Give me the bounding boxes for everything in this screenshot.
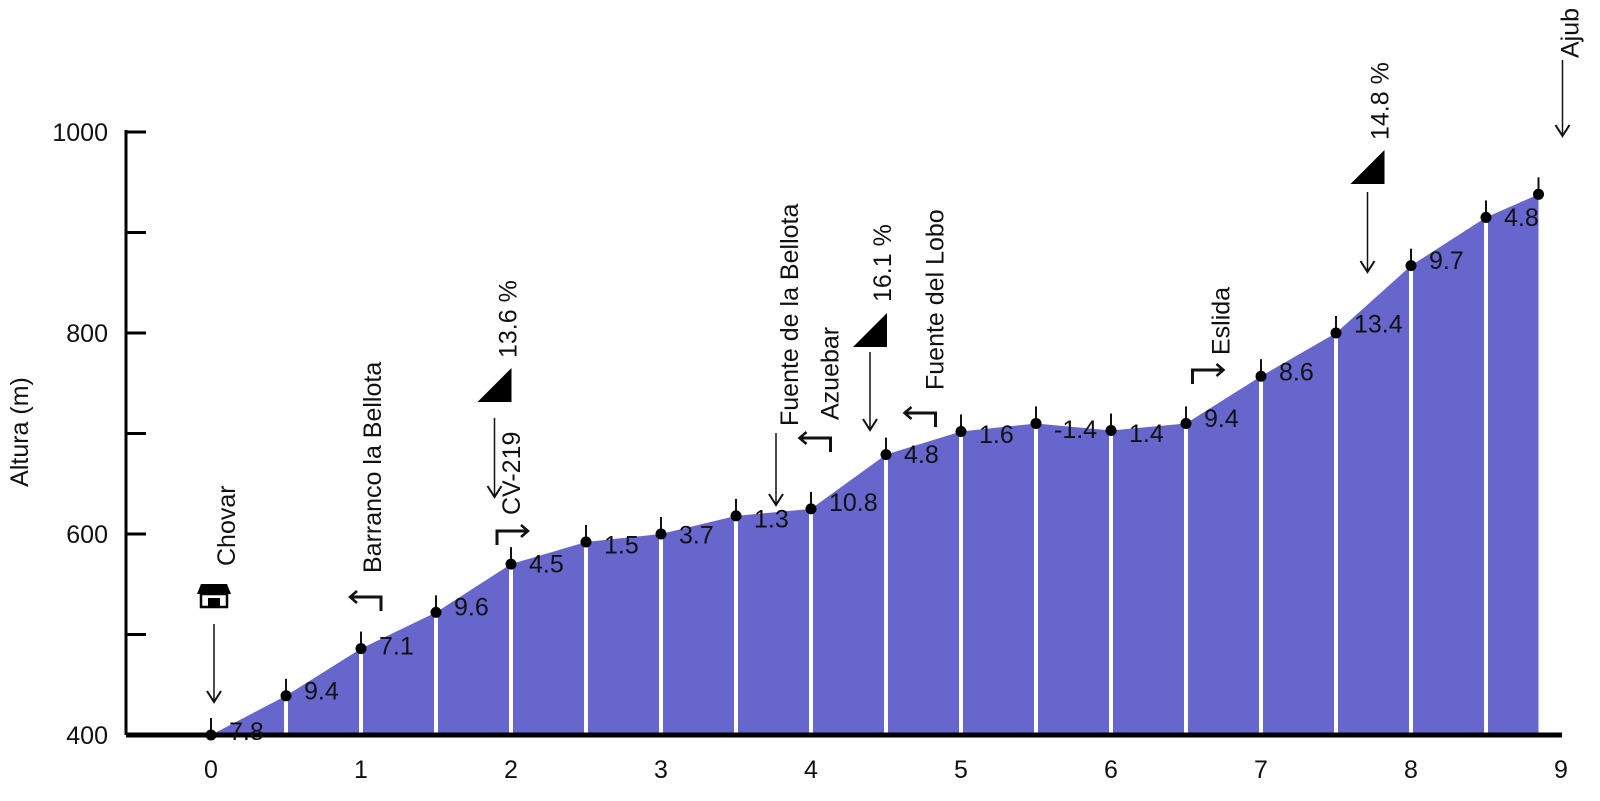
profile-point bbox=[580, 536, 592, 548]
slope-triangle-icon bbox=[477, 368, 512, 402]
turn-left-icon bbox=[905, 411, 937, 427]
profile-point bbox=[1105, 424, 1117, 436]
turn-left-arrow-head bbox=[797, 431, 808, 445]
profile-point bbox=[655, 528, 667, 540]
profile-point bbox=[430, 606, 442, 618]
house-door bbox=[208, 598, 220, 607]
slope-label-16-1: 16.1 % bbox=[869, 224, 897, 302]
profile-point bbox=[205, 729, 217, 741]
poi-label-azuebar: Azuebar bbox=[817, 327, 845, 420]
gradient-label: 9.7 bbox=[1429, 247, 1464, 275]
x-tick-label: 0 bbox=[204, 756, 218, 784]
turn-right-icon bbox=[1191, 368, 1223, 384]
profile-point bbox=[955, 425, 967, 437]
x-tick-label: 9 bbox=[1554, 756, 1568, 784]
profile-point bbox=[1533, 188, 1544, 200]
gradient-label: 9.4 bbox=[1204, 405, 1239, 433]
profile-points bbox=[205, 177, 1544, 741]
slope-triangle-icon bbox=[1350, 150, 1385, 184]
y-axis-title: Altura (m) bbox=[6, 377, 34, 487]
poi-label-fuente-bellota: Fuente de la Bellota bbox=[776, 204, 804, 426]
y-tick-label: 600 bbox=[66, 521, 108, 549]
gradient-label: -1.4 bbox=[1054, 416, 1097, 444]
x-tick-label: 7 bbox=[1254, 756, 1268, 784]
down-arrow-head bbox=[206, 690, 222, 704]
gradient-label: 4.8 bbox=[904, 441, 939, 469]
profile-point bbox=[280, 690, 292, 702]
gradient-label: 10.8 bbox=[829, 489, 878, 517]
slope-label-13-6: 13.6 % bbox=[495, 280, 523, 358]
poi-label-barranco: Barranco la Bellota bbox=[359, 362, 387, 573]
poi-label-eslida: Eslida bbox=[1208, 287, 1236, 355]
y-tick-label: 400 bbox=[66, 722, 108, 750]
gradient-label: 1.5 bbox=[604, 531, 639, 559]
x-tick-label: 8 bbox=[1404, 756, 1418, 784]
down-arrow-head bbox=[1554, 124, 1571, 138]
segment-separators bbox=[284, 221, 1488, 735]
turn-right-icon bbox=[495, 529, 527, 545]
profile-point bbox=[355, 643, 367, 655]
turn-right-arrow-head bbox=[520, 524, 530, 538]
gradient-label: 1.3 bbox=[754, 506, 789, 534]
profile-point bbox=[1405, 260, 1417, 272]
gradient-label: 13.4 bbox=[1354, 311, 1403, 339]
profile-point bbox=[1255, 370, 1267, 382]
turn-left-arrow-head bbox=[348, 590, 358, 604]
down-arrow-head bbox=[768, 493, 784, 507]
x-tick-label: 2 bbox=[504, 756, 518, 784]
gradient-label: 9.6 bbox=[454, 594, 489, 622]
gradient-label: 3.7 bbox=[679, 521, 714, 549]
poi-label-cv219: CV-219 bbox=[498, 432, 526, 515]
gradient-label: 7.1 bbox=[379, 632, 414, 660]
poi-label-ajub: Ajub bbox=[1557, 8, 1585, 58]
turn-left-icon bbox=[351, 595, 383, 611]
profile-point bbox=[1030, 417, 1042, 429]
x-tick-label: 3 bbox=[654, 756, 668, 784]
turn-left-icon bbox=[800, 436, 832, 452]
gradient-label: 4.8 bbox=[1504, 204, 1539, 232]
poi-label-fuente-lobo: Fuente del Lobo bbox=[922, 209, 950, 390]
gradient-label: 8.6 bbox=[1279, 359, 1314, 387]
x-tick-label: 4 bbox=[804, 756, 818, 784]
down-arrow-head bbox=[862, 418, 878, 432]
poi-label-chovar: Chovar bbox=[213, 485, 241, 566]
y-tick-label: 1000 bbox=[52, 119, 108, 147]
gradient-label: 7.8 bbox=[229, 718, 264, 746]
gradient-label: 1.4 bbox=[1129, 420, 1164, 448]
down-arrow-head bbox=[486, 485, 503, 499]
gradient-label: 1.6 bbox=[979, 421, 1014, 449]
slope-label-14-8: 14.8 % bbox=[1367, 62, 1395, 140]
x-tick-label: 1 bbox=[354, 756, 368, 784]
down-arrow-head bbox=[1359, 260, 1376, 274]
x-tick-label: 5 bbox=[954, 756, 968, 784]
house-icon bbox=[197, 584, 231, 594]
gradient-labels: 7.8 9.4 7.1 9.6 4.5 1.5 3.7 1.3 10.8 4.8 1.6 -1.4 1.… bbox=[229, 204, 1539, 746]
profile-point bbox=[1480, 211, 1492, 223]
turn-right-arrow-head bbox=[1215, 363, 1226, 377]
y-tick-label: 800 bbox=[66, 320, 108, 348]
profile-point bbox=[1330, 327, 1342, 339]
profile-point bbox=[880, 449, 892, 461]
profile-point bbox=[730, 510, 742, 522]
annotations: Chovar Barranco la Bellota CV-219 13.6 % Fue… bbox=[197, 8, 1585, 704]
profile-area-fill bbox=[211, 194, 1539, 735]
profile-point bbox=[505, 558, 517, 570]
turn-left-arrow-head bbox=[902, 406, 913, 420]
profile-point bbox=[1180, 417, 1192, 429]
profile-area bbox=[211, 194, 1539, 735]
slope-triangle-icon bbox=[853, 313, 887, 347]
axes: 400 600 800 1000 0 1 2 3 4 5 6 7 8 9 bbox=[52, 119, 1568, 784]
gradient-label: 4.5 bbox=[529, 551, 564, 579]
profile-point bbox=[805, 503, 817, 515]
x-tick-label: 6 bbox=[1104, 756, 1118, 784]
gradient-label: 9.4 bbox=[304, 677, 339, 705]
